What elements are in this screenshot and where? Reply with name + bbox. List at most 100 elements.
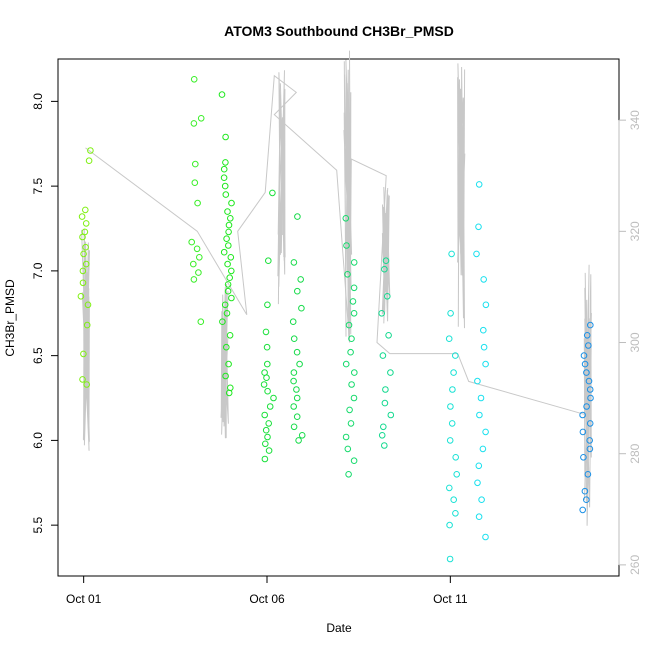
data-point [224, 281, 232, 288]
y-tick-label: 6.5 [31, 347, 45, 364]
data-point [226, 274, 233, 282]
gray-trace-leg-6 [457, 63, 466, 329]
right-tick-label: 300 [628, 332, 642, 352]
data-point [349, 298, 357, 305]
data-point [225, 360, 232, 368]
data-point [266, 403, 274, 410]
data-point [447, 310, 454, 317]
data-point [342, 433, 350, 441]
right-tick-label: 260 [628, 555, 642, 575]
data-point [82, 243, 89, 251]
data-point [378, 310, 386, 317]
data-point [450, 496, 458, 504]
x-tick-label: Oct 06 [249, 592, 285, 606]
data-point [221, 182, 229, 190]
series-2 [188, 76, 205, 326]
data-point [348, 381, 355, 388]
data-point [447, 403, 454, 410]
data-point [290, 403, 298, 410]
data-point [346, 406, 353, 414]
data-point [583, 369, 590, 376]
data-point [448, 250, 455, 258]
data-point [342, 215, 350, 222]
data-point [222, 133, 229, 141]
data-point [294, 213, 301, 220]
data-point [290, 423, 298, 431]
data-point [80, 350, 87, 358]
data-point [226, 332, 234, 339]
data-point [345, 471, 352, 478]
data-point [474, 377, 481, 385]
data-point [197, 318, 205, 326]
data-point [379, 352, 387, 359]
data-point [228, 267, 235, 275]
series-3 [218, 91, 235, 397]
data-point [452, 454, 460, 461]
data-point [446, 484, 453, 492]
x-axis: Oct 01 Oct 06 Oct 11 [66, 575, 468, 606]
data-point [225, 228, 232, 236]
gray-trace-layer [81, 50, 592, 526]
data-point [475, 513, 483, 521]
data-point [474, 479, 481, 487]
data-point [265, 257, 272, 265]
data-point [221, 301, 229, 309]
data-point [84, 301, 92, 309]
series-9 [473, 181, 490, 541]
data-point [452, 352, 459, 359]
data-point [263, 343, 271, 351]
data-point [350, 394, 358, 402]
data-point [225, 389, 233, 397]
data-point [344, 445, 352, 453]
data-point [348, 335, 355, 343]
data-point [343, 242, 350, 249]
gray-trace-leg-3 [277, 70, 286, 305]
data-point [579, 506, 587, 514]
series-8 [445, 250, 461, 563]
data-point [350, 284, 358, 292]
data-point [225, 242, 232, 249]
data-point [350, 259, 358, 266]
data-point [586, 437, 594, 444]
data-point [262, 440, 269, 448]
data-point [82, 206, 89, 214]
data-point [387, 369, 394, 376]
data-point [224, 208, 231, 215]
data-point [87, 147, 94, 154]
x-tick-label: Oct 01 [66, 592, 102, 606]
data-point [265, 420, 273, 427]
y-tick-label: 7.5 [31, 177, 45, 194]
data-point [261, 455, 269, 463]
y-tick-label: 7.0 [31, 262, 45, 279]
data-point [190, 276, 198, 283]
data-point [290, 335, 298, 343]
data-point [298, 432, 306, 439]
series-4 [260, 189, 277, 463]
data-point [79, 267, 87, 275]
data-point [290, 369, 298, 376]
data-point [293, 348, 301, 356]
data-point [586, 386, 594, 393]
data-point [194, 199, 201, 207]
data-point [347, 348, 354, 356]
data-point [290, 259, 298, 266]
data-point [381, 399, 389, 407]
data-point [480, 343, 488, 351]
data-point [382, 386, 389, 393]
series-1 [77, 147, 94, 388]
gray-trace-leg-7 [583, 264, 592, 526]
data-point [384, 293, 391, 300]
data-point [294, 287, 301, 295]
series-6 [342, 215, 358, 478]
data-point [220, 165, 228, 173]
series-5 [289, 213, 306, 444]
data-point [79, 279, 87, 287]
data-point [586, 445, 594, 453]
data-point [79, 376, 86, 383]
data-point [482, 533, 489, 541]
data-point [298, 304, 305, 312]
data-point [350, 457, 358, 465]
data-point [190, 120, 198, 127]
data-point [222, 191, 230, 198]
data-point [345, 321, 353, 329]
